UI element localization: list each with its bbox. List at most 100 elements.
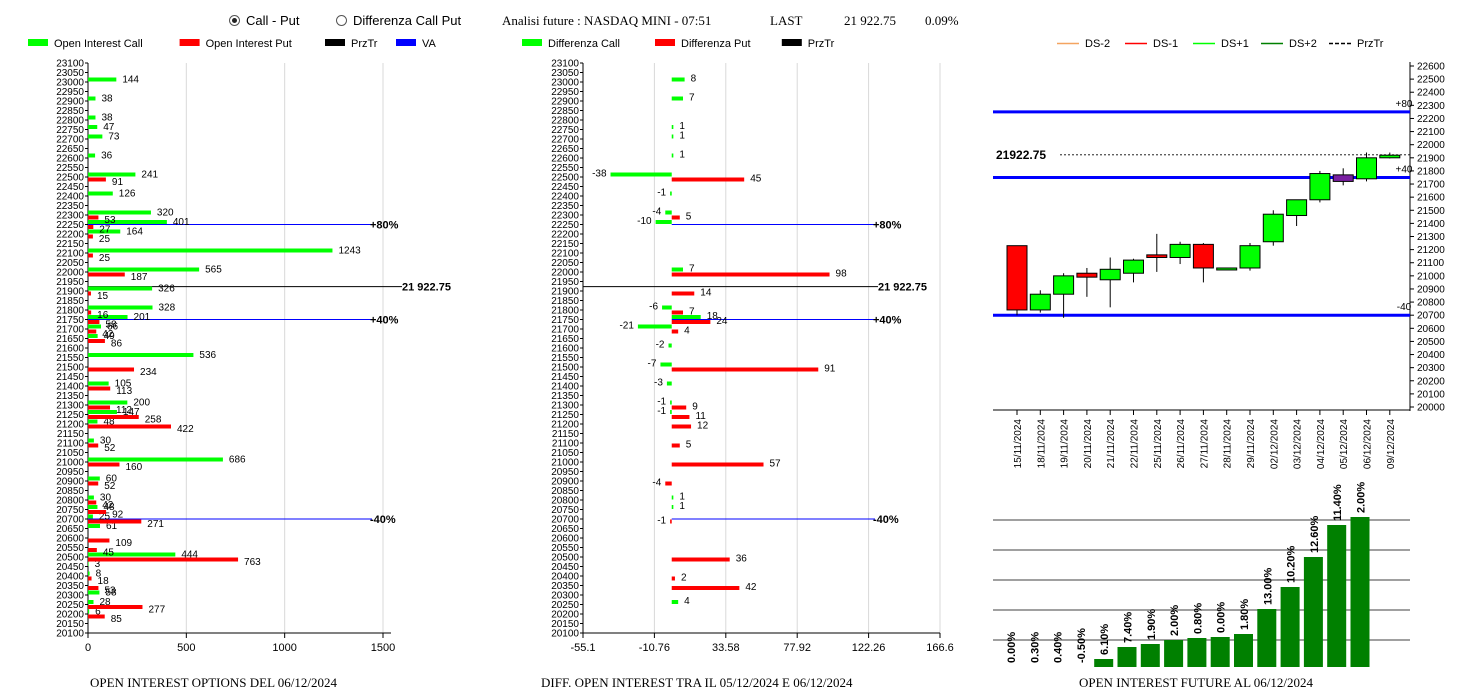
strike-label: 21750: [56, 315, 84, 326]
call-bar: [88, 125, 98, 129]
call-bar-label: 320: [157, 208, 174, 219]
strike-label: 20200: [56, 610, 84, 621]
call-bar: [88, 115, 96, 120]
put-bar: [88, 548, 97, 552]
strike-label: 21200: [56, 420, 84, 431]
diff-call-bar: [662, 305, 672, 310]
strike-label: 22950: [56, 87, 84, 98]
call-bar-label: 66: [107, 322, 119, 333]
date-label: 28/11/2024: [1223, 419, 1234, 469]
diff-call-bar: [671, 125, 674, 129]
strike-label: 21900: [56, 287, 84, 298]
x-tick-label: -55.1: [570, 642, 595, 654]
diff-call-bar: [668, 343, 672, 348]
diff-call-bar: [671, 96, 683, 101]
date-label: 29/11/2024: [1246, 419, 1257, 469]
call-bar-label: 144: [122, 75, 139, 86]
diff-call-bar: [670, 410, 672, 414]
oi-bar: [1117, 647, 1137, 667]
call-bar: [88, 191, 113, 196]
put-bar-label: 277: [148, 605, 165, 616]
strike-label: 20700: [551, 515, 579, 526]
call-bar-label: 328: [159, 303, 176, 314]
put-bar-label: 53: [104, 586, 116, 597]
strike-label: 23000: [551, 78, 579, 89]
call-bar: [88, 229, 121, 234]
call-bar-label: 28: [100, 597, 112, 608]
va-label: +40%: [873, 315, 902, 327]
call-bar: [88, 334, 98, 338]
put-bar: [88, 415, 139, 419]
diff-put-bar-label: 14: [700, 288, 712, 299]
diff-put-bar: [671, 415, 690, 419]
legend-label: VA: [422, 38, 437, 50]
oi-bar: [1350, 517, 1370, 667]
date-label: 22/11/2024: [1130, 419, 1141, 469]
call-bar-label: 38: [101, 94, 113, 105]
call-bar-label: 105: [115, 379, 132, 390]
prztr-label: 21 922.75: [878, 282, 927, 294]
strike-label: 21700: [551, 325, 579, 336]
call-bar-label: 147: [123, 407, 140, 418]
date-label: 09/12/2024: [1386, 419, 1397, 469]
y-tick-label: 20900: [1417, 284, 1445, 295]
oi-bar: [1164, 640, 1184, 667]
call-bar: [88, 315, 128, 319]
put-bar-label: 42: [102, 500, 114, 511]
x-tick-label: 166.6: [926, 642, 954, 654]
put-bar-label: 160: [125, 462, 142, 473]
call-bar-label: 60: [106, 474, 118, 485]
strike-label: 20300: [551, 591, 579, 602]
legend-label: PrzTr: [808, 38, 835, 50]
put-bar: [88, 339, 105, 343]
diff-put-bar-label: -4: [652, 478, 661, 489]
date-label: 26/11/2024: [1176, 419, 1187, 469]
diff-put-bar-label: 9: [692, 402, 698, 413]
diff-put-bar: [671, 320, 711, 324]
put-bar: [88, 386, 111, 391]
call-bar: [88, 410, 117, 414]
put-bar: [88, 614, 105, 619]
oi-bar: [1140, 644, 1160, 667]
oi-bar-label: 11.40%: [1332, 484, 1344, 521]
strike-label: 22650: [551, 144, 579, 155]
put-bar: [88, 481, 99, 486]
y-tick-label: 20500: [1417, 337, 1445, 348]
legend-label: DS-1: [1153, 38, 1178, 50]
call-bar: [88, 324, 101, 329]
call-bar: [88, 562, 89, 566]
strike-label: 22150: [56, 239, 84, 250]
date-label: 25/11/2024: [1153, 419, 1164, 469]
oi-bar-label: 7.40%: [1123, 612, 1135, 643]
put-bar-label: 18: [98, 576, 110, 587]
date-label: 04/12/2024: [1316, 419, 1327, 469]
y-tick-label: 20600: [1417, 324, 1445, 335]
call-bar: [88, 600, 94, 604]
oi-bar-label: 2.00%: [1356, 482, 1368, 513]
call-bar-label: 536: [199, 350, 216, 361]
legend-label: Open Interest Put: [206, 38, 292, 50]
call-bar: [88, 552, 176, 557]
strike-label: 21350: [56, 391, 84, 402]
diff-call-bar-label: 18: [707, 311, 719, 322]
put-bar-label: 15: [97, 291, 109, 302]
diff-call-bar-label: 1: [679, 121, 685, 132]
strike-label: 21050: [551, 448, 579, 459]
oi-bar-label: 0.00%: [1216, 602, 1228, 633]
diff-call-bar-label: -4: [652, 207, 661, 218]
radio-diff-label: Differenza Call Put: [353, 13, 462, 28]
put-bar-label: 52: [104, 481, 116, 492]
candle-body: [1379, 154, 1401, 159]
radio-diff-call-put[interactable]: Differenza Call Put: [336, 13, 461, 28]
call-bar: [88, 505, 98, 509]
strike-label: 21750: [551, 315, 579, 326]
radio-call-put[interactable]: Call - Put: [229, 13, 299, 28]
call-bar-label: 61: [106, 521, 118, 532]
diff-put-bar-label: 24: [716, 316, 728, 327]
diff-put-bar-label: -1: [657, 516, 666, 527]
diff-call-bar: [671, 315, 701, 319]
strike-label: 21200: [551, 420, 579, 431]
date-label: 19/11/2024: [1060, 419, 1071, 469]
candle-body: [1239, 245, 1261, 269]
strike-label: 21800: [56, 306, 84, 317]
